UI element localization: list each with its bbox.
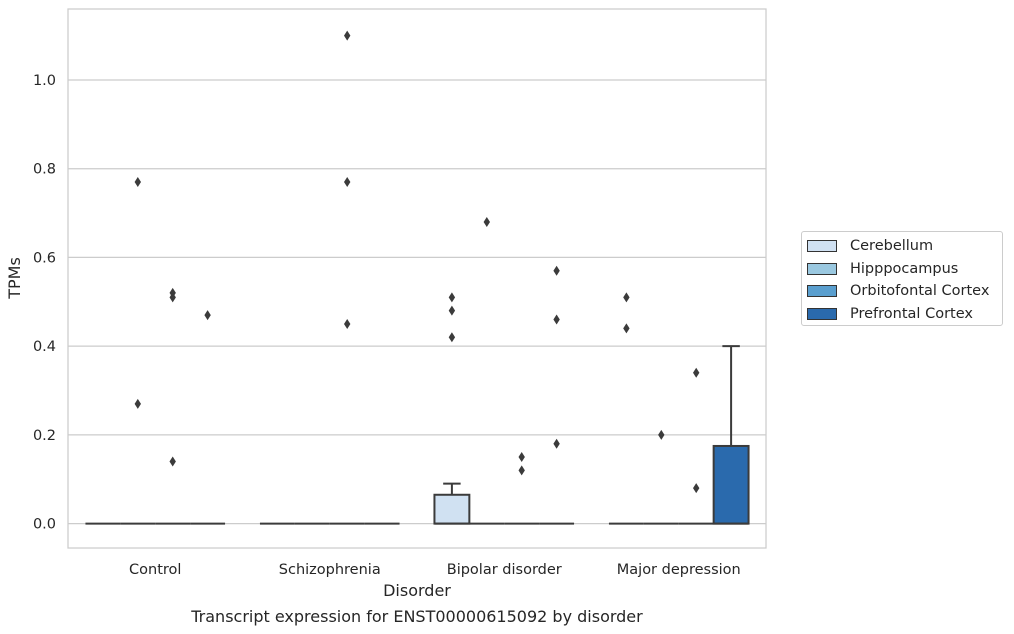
- outlier-point: [553, 438, 560, 449]
- y-tick-label: 0.6: [33, 250, 56, 266]
- box-layer: [85, 30, 750, 525]
- outlier-point: [169, 287, 176, 298]
- outlier-point: [693, 483, 700, 494]
- outlier-point: [344, 318, 351, 329]
- outlier-point: [344, 30, 351, 41]
- legend-label: Orbitofontal Cortex: [850, 283, 990, 299]
- box: [712, 444, 750, 525]
- y-tick-label: 0.0: [33, 517, 56, 533]
- y-tick-label: 0.2: [33, 428, 56, 444]
- box: [433, 493, 471, 525]
- y-tick-label: 0.8: [33, 162, 56, 178]
- outlier-point: [518, 465, 525, 476]
- x-tick-label: Major depression: [617, 562, 741, 578]
- outlier-point: [553, 314, 560, 325]
- outlier-point: [693, 367, 700, 378]
- y-tick-labels: 0.0 0.2 0.4 0.6 0.8 1.0: [33, 73, 56, 533]
- chart-title: Transcript expression for ENST0000061509…: [190, 607, 643, 626]
- legend-label: Prefrontal Cortex: [850, 305, 973, 322]
- legend-label: Cerebellum: [850, 238, 934, 254]
- outlier-point: [483, 216, 490, 227]
- y-tick-label: 1.0: [33, 73, 56, 89]
- x-tick-label: Schizophrenia: [279, 562, 381, 578]
- legend: Cerebellum Hipppocampus Orbitofontal Corte…: [801, 231, 1003, 326]
- x-axis-title: Disorder: [383, 581, 451, 600]
- outlier-point: [623, 292, 630, 303]
- legend-item: Prefrontal Cortex: [807, 303, 973, 325]
- outlier-point: [448, 292, 456, 303]
- outlier-point: [204, 310, 211, 321]
- y-tick-label: 0.4: [33, 339, 56, 355]
- x-tick-label: Control: [129, 562, 181, 578]
- legend-swatch: [807, 240, 837, 252]
- plot-frame: [67, 8, 767, 549]
- outlier-point: [623, 323, 630, 334]
- legend-swatch: [807, 262, 837, 275]
- outlier-point: [448, 332, 456, 343]
- outlier-point: [134, 177, 141, 188]
- outlier-point: [344, 177, 351, 188]
- legend-item: Cerebellum: [807, 235, 933, 257]
- legend-swatch: [807, 285, 837, 297]
- outlier-point: [553, 265, 560, 276]
- outlier-point: [448, 305, 456, 316]
- outlier-point: [169, 456, 176, 467]
- legend-label: Hipppocampus: [850, 260, 959, 277]
- outlier-point: [658, 429, 665, 440]
- x-tick-labels: Control Schizophrenia Bipolar disorder Majo…: [129, 562, 741, 578]
- legend-swatch: [807, 307, 837, 320]
- legend-item: Orbitofontal Cortex: [807, 280, 989, 302]
- x-tick-label: Bipolar disorder: [447, 562, 562, 578]
- y-axis-title: TPMs: [5, 257, 24, 300]
- outlier-point: [518, 452, 525, 463]
- outlier-point: [134, 398, 141, 409]
- legend-item: Hipppocampus: [807, 258, 958, 280]
